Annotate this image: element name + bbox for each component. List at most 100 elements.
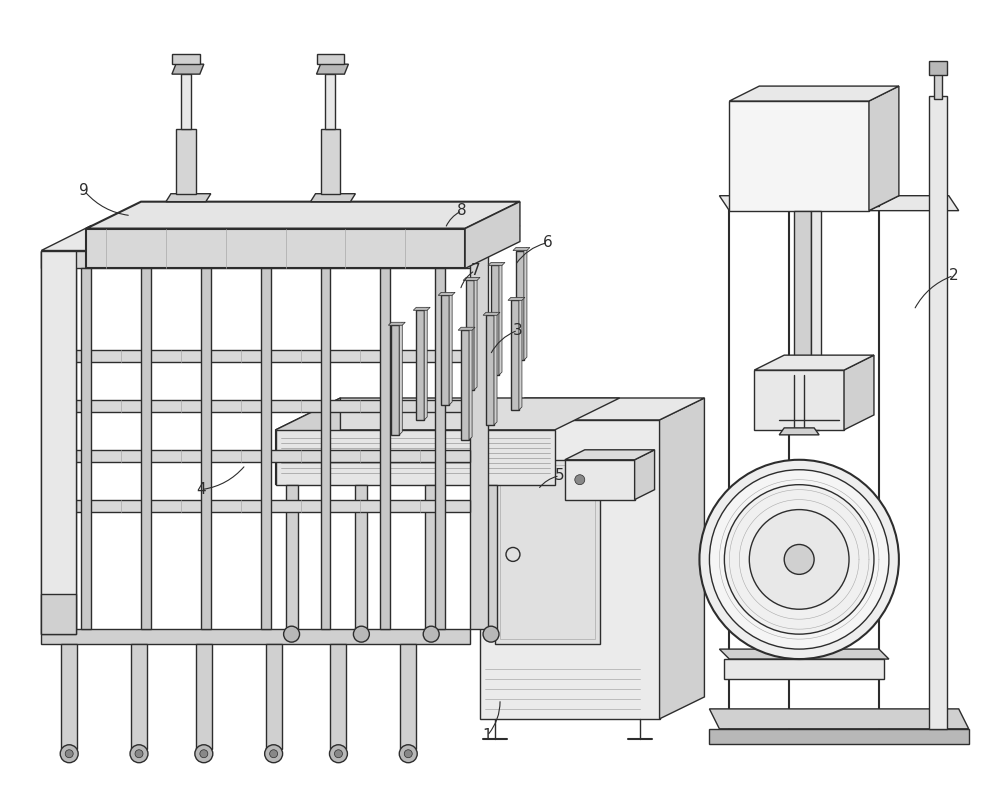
- Polygon shape: [709, 729, 969, 744]
- Polygon shape: [519, 297, 522, 410]
- Polygon shape: [76, 450, 470, 462]
- Polygon shape: [330, 644, 346, 749]
- Circle shape: [423, 626, 439, 642]
- Polygon shape: [470, 251, 488, 629]
- Polygon shape: [465, 202, 520, 269]
- Polygon shape: [463, 277, 480, 281]
- Bar: [929, 61, 947, 75]
- Polygon shape: [276, 398, 620, 430]
- Polygon shape: [166, 194, 211, 202]
- Polygon shape: [724, 659, 884, 679]
- Circle shape: [404, 749, 412, 758]
- Polygon shape: [729, 86, 899, 101]
- Circle shape: [399, 745, 417, 763]
- Circle shape: [575, 474, 585, 485]
- Text: 9: 9: [79, 184, 89, 199]
- Circle shape: [483, 626, 499, 642]
- Polygon shape: [276, 398, 340, 485]
- Polygon shape: [485, 485, 497, 629]
- Polygon shape: [483, 312, 500, 315]
- Polygon shape: [929, 96, 947, 729]
- Polygon shape: [934, 71, 942, 99]
- Polygon shape: [508, 297, 525, 300]
- Text: 4: 4: [196, 482, 206, 497]
- Text: 8: 8: [457, 203, 467, 218]
- Polygon shape: [76, 350, 470, 362]
- Circle shape: [200, 749, 208, 758]
- Polygon shape: [511, 300, 519, 410]
- Polygon shape: [416, 310, 424, 420]
- Circle shape: [784, 545, 814, 574]
- Circle shape: [329, 745, 347, 763]
- Polygon shape: [320, 129, 340, 194]
- Circle shape: [749, 510, 849, 609]
- Circle shape: [334, 749, 342, 758]
- Polygon shape: [709, 709, 969, 729]
- Polygon shape: [565, 459, 635, 500]
- Text: 1: 1: [482, 728, 492, 743]
- Polygon shape: [660, 398, 704, 719]
- Polygon shape: [286, 485, 298, 629]
- Polygon shape: [754, 370, 844, 430]
- Polygon shape: [461, 330, 469, 440]
- Polygon shape: [779, 428, 819, 435]
- Circle shape: [265, 745, 283, 763]
- Polygon shape: [729, 101, 869, 210]
- Polygon shape: [513, 247, 530, 251]
- Polygon shape: [41, 251, 76, 634]
- Polygon shape: [516, 251, 524, 360]
- Circle shape: [284, 626, 300, 642]
- Polygon shape: [355, 485, 367, 629]
- Polygon shape: [391, 325, 399, 435]
- Polygon shape: [176, 129, 196, 194]
- Polygon shape: [81, 269, 91, 629]
- Polygon shape: [41, 594, 76, 634]
- Text: 3: 3: [513, 323, 523, 338]
- Circle shape: [353, 626, 369, 642]
- Polygon shape: [486, 315, 494, 425]
- Polygon shape: [388, 322, 405, 325]
- Polygon shape: [435, 269, 445, 629]
- Polygon shape: [480, 420, 660, 719]
- Polygon shape: [325, 74, 335, 129]
- Polygon shape: [201, 269, 211, 629]
- Polygon shape: [276, 430, 555, 485]
- Polygon shape: [425, 485, 437, 629]
- Polygon shape: [635, 450, 655, 500]
- Polygon shape: [41, 251, 470, 269]
- Circle shape: [195, 745, 213, 763]
- Text: 7: 7: [470, 263, 480, 278]
- Polygon shape: [495, 459, 600, 644]
- Text: 6: 6: [543, 235, 553, 250]
- Polygon shape: [317, 54, 344, 64]
- Polygon shape: [794, 210, 811, 380]
- Polygon shape: [41, 629, 470, 644]
- Polygon shape: [869, 86, 899, 210]
- Polygon shape: [524, 247, 527, 360]
- Polygon shape: [441, 296, 449, 405]
- Polygon shape: [729, 195, 899, 210]
- Polygon shape: [469, 327, 472, 440]
- Text: 5: 5: [555, 468, 565, 483]
- Circle shape: [135, 749, 143, 758]
- Circle shape: [130, 745, 148, 763]
- Polygon shape: [424, 307, 427, 420]
- Polygon shape: [320, 269, 330, 629]
- Polygon shape: [261, 269, 271, 629]
- Polygon shape: [76, 500, 470, 511]
- Polygon shape: [413, 307, 430, 310]
- Polygon shape: [438, 292, 455, 296]
- Polygon shape: [380, 269, 390, 629]
- Circle shape: [699, 459, 899, 659]
- Polygon shape: [499, 262, 502, 375]
- Polygon shape: [811, 210, 821, 380]
- Polygon shape: [172, 54, 200, 64]
- Circle shape: [60, 745, 78, 763]
- Polygon shape: [494, 312, 497, 425]
- Polygon shape: [41, 225, 520, 251]
- Circle shape: [709, 470, 889, 649]
- Polygon shape: [844, 355, 874, 430]
- Polygon shape: [449, 292, 452, 405]
- Polygon shape: [466, 281, 474, 390]
- Polygon shape: [41, 251, 76, 629]
